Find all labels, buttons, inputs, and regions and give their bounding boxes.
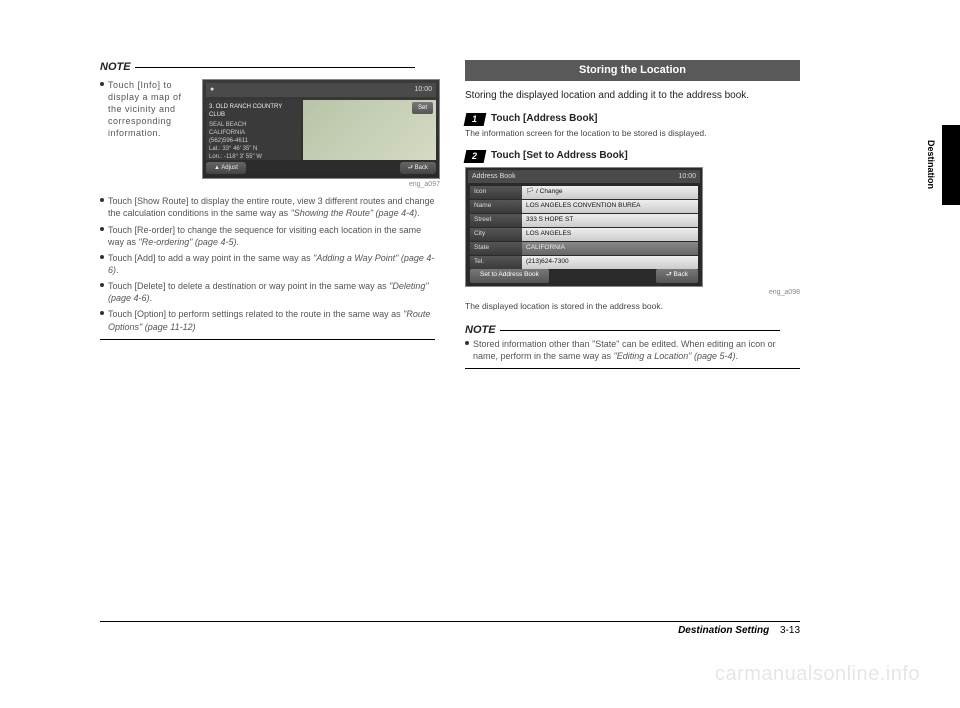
note2-bullet: Stored information other than "State" ca… [465,338,800,362]
shot2-row-label: City [470,228,522,241]
side-label: Destination [926,140,936,189]
bullet-text: Touch [Delete] to delete a destination o… [108,280,435,304]
shot2-row-label: Icon [470,186,522,199]
page-columns: NOTE Touch [Info] to display a map of th… [100,60,800,371]
step-number-1: 1 [464,113,487,126]
left-column: NOTE Touch [Info] to display a map of th… [100,60,435,371]
step-1: 1 Touch [Address Book] [465,112,800,126]
step-2-label: Touch [Set to Address Book] [491,149,628,163]
note2-header: NOTE [465,323,800,338]
shot2-row-value: CALIFORNIA [522,242,698,255]
side-tab [942,125,960,205]
note2-rule [500,330,780,331]
bullet-text: Touch [Add] to add a way point in the sa… [108,252,435,276]
shot1-caption: eng_a097 [202,180,440,189]
screenshot1-wrap: ● 10:00 3. OLD RANCH COUNTRY CLUB SEAL B… [202,79,440,189]
after-shot-text: The displayed location is stored in the … [465,301,800,312]
shot1-back-button: ⮐ Back [400,162,436,174]
shot2-title: Address Book [472,172,516,181]
bullet-icon [100,82,104,86]
shot1-sidepanel: 3. OLD RANCH COUNTRY CLUB SEAL BEACH CAL… [206,100,301,160]
intro-text: Storing the displayed location and addin… [465,89,800,103]
footer-rule [100,621,800,622]
shot2-row-label: Name [470,200,522,213]
bullet-text: Touch [Option] to perform settings relat… [108,308,435,332]
note-title: NOTE [100,60,131,75]
shot2-row-value: LOS ANGELES [522,228,698,241]
bullet-text: Touch [Re-order] to change the sequence … [108,224,435,248]
shot2-row-label: Street [470,214,522,227]
bullet-icon [465,341,469,345]
shot2-row-label: Tel. [470,256,522,269]
bullet-icon [100,283,104,287]
bullet-row: Touch [Show Route] to display the entire… [100,195,435,219]
screenshot2: Address Book 10:00 Icon🏳 / ChangeNameLOS… [465,167,703,287]
bullet-row: Touch [Add] to add a way point in the sa… [100,252,435,276]
shot2-bottom: Set to Address Book ⮐ Back [470,269,698,283]
shot1-line: Lat.: 33° 46' 35" N [209,145,298,153]
note-header: NOTE [100,60,435,75]
bullet-row: Touch [Option] to perform settings relat… [100,308,435,332]
shot1-bottom: ▲ Adjust ⮐ Back [206,162,436,175]
footer-section: Destination Setting [678,625,769,636]
shot2-row-value: 🏳 / Change [522,186,698,199]
shot1-top-left: ● [210,85,214,94]
footer: Destination Setting 3-13 [678,625,800,636]
shot1-time: 10:00 [414,85,432,94]
shot2-row: Tel.(213)624-7300 [470,256,698,269]
watermark: carmanualsonline.info [715,663,920,686]
shot2-caption: eng_a098 [465,288,800,297]
shot1-panel-title: 3. OLD RANCH COUNTRY CLUB [209,103,298,119]
shot1-line: SEAL BEACH [209,121,298,129]
shot1-adjust-button: ▲ Adjust [206,162,246,174]
note2-text-end: . [736,351,739,361]
shot2-row-value: 333 S HOPE ST [522,214,698,227]
bullet-icon [100,227,104,231]
shot2-row: NameLOS ANGELES CONVENTION BUREA [470,200,698,213]
shot1-line: (562)596-4611 [209,137,298,145]
shot2-row-value: (213)624-7300 [522,256,698,269]
note-info-row: Touch [Info] to display a map of the vic… [100,79,435,189]
shot1-set-button: Set [412,102,433,114]
step-2: 2 Touch [Set to Address Book] [465,149,800,163]
shot2-row: CityLOS ANGELES [470,228,698,241]
bullet-icon [100,255,104,259]
shot2-row-label: State [470,242,522,255]
left-bullets: Touch [Show Route] to display the entire… [100,195,435,332]
shot2-rows: Icon🏳 / ChangeNameLOS ANGELES CONVENTION… [470,186,698,270]
shot1-line: Lon.: -118° 3' 55" W [209,153,298,161]
step-number-2: 2 [464,150,487,163]
shot2-back-button: ⮐ Back [656,269,698,283]
left-end-rule [100,339,435,340]
shot1-line: CALIFORNIA [209,129,298,137]
shot2-titlebar: Address Book 10:00 [468,170,700,183]
bullet-text: Touch [Show Route] to display the entire… [108,195,435,219]
footer-page: 3-13 [780,625,800,636]
shot1-topbar: ● 10:00 [206,83,436,97]
note2-title: NOTE [465,323,496,338]
right-column: Storing the Location Storing the display… [465,60,800,371]
note-info-text: Touch [Info] to display a map of the vic… [108,79,196,189]
bullet-icon [100,311,104,315]
bullet-row: Touch [Re-order] to change the sequence … [100,224,435,248]
right-end-rule [465,368,800,369]
step-1-desc: The information screen for the location … [465,128,800,139]
bullet-icon [100,198,104,202]
shot2-row-value: LOS ANGELES CONVENTION BUREA [522,200,698,213]
note2-text: Stored information other than "State" ca… [473,338,800,362]
shot2-row: StateCALIFORNIA [470,242,698,255]
bullet-row: Touch [Delete] to delete a destination o… [100,280,435,304]
note2-text-ref: "Editing a Location" (page 5-4) [614,351,736,361]
screenshot1: ● 10:00 3. OLD RANCH COUNTRY CLUB SEAL B… [202,79,440,179]
shot2-time: 10:00 [678,172,696,181]
step-1-label: Touch [Address Book] [491,112,597,126]
section-header: Storing the Location [465,60,800,81]
shot2-row: Icon🏳 / Change [470,186,698,199]
note-rule [135,67,415,68]
shot2-row: Street333 S HOPE ST [470,214,698,227]
shot2-set-button: Set to Address Book [470,269,549,283]
